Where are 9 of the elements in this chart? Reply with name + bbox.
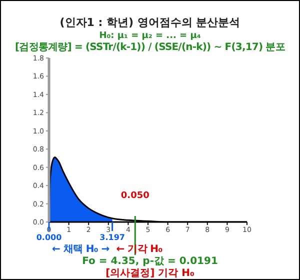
- annotation: 3.197: [100, 233, 125, 242]
- chart-subtitle: H₀: μ₁ = μ₂ = ... = μ₄: [99, 31, 201, 41]
- text: [의사결정] 기각 H₀: [106, 268, 194, 279]
- annotation: 0.000: [36, 233, 62, 242]
- text: [검정통계량] = (SSTr/(k-1)) / (SSE/(n-k)) ~ F(3,17) 분포: [15, 42, 286, 53]
- annotation: 0.050: [120, 191, 150, 201]
- ref-line-label: Fo = 4.35, p-값 = 0.0191: [82, 256, 218, 267]
- chart-title: (인자1 : 학년) 영어점수의 분산분석: [60, 16, 240, 29]
- text: ← 채택 H₀ →: [52, 244, 110, 255]
